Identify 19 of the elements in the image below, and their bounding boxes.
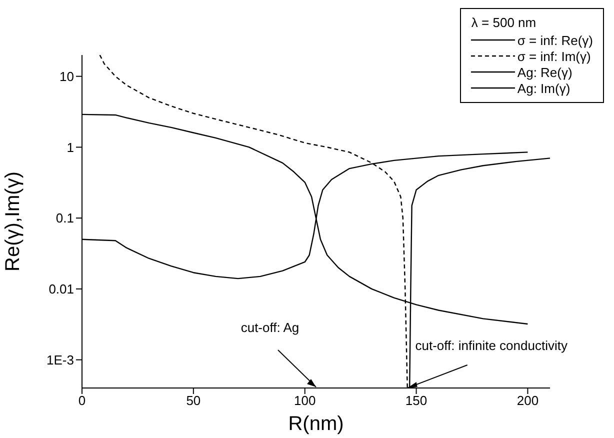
y-tick-label: 1 — [66, 140, 74, 155]
legend-label: σ = inf: Im(γ) — [517, 48, 591, 64]
x-tick-label: 150 — [405, 393, 428, 408]
y-axis-title: Re(γ),Im(γ) — [2, 172, 24, 272]
x-tick-label: 100 — [294, 393, 316, 408]
annotation: cut-off: infinite conductivity — [415, 338, 568, 353]
legend-label: σ = inf: Re(γ) — [517, 32, 593, 48]
annotation: cut-off: Ag — [240, 320, 300, 335]
y-tick-label: 0.01 — [48, 282, 74, 297]
legend-title: λ = 500 nm — [471, 15, 538, 30]
x-axis-title: R(nm) — [288, 413, 344, 435]
legend-label: Ag: Im(γ) — [517, 80, 570, 96]
y-tick-label: 0.1 — [56, 210, 74, 226]
y-tick-label: 10 — [60, 68, 74, 84]
y-tick-label: 1E-3 — [46, 352, 74, 368]
legend-label: Ag: Re(γ) — [517, 64, 572, 80]
x-tick-label: 200 — [516, 393, 539, 408]
x-tick-label: 50 — [186, 393, 201, 408]
x-tick-label: 0 — [78, 393, 86, 408]
